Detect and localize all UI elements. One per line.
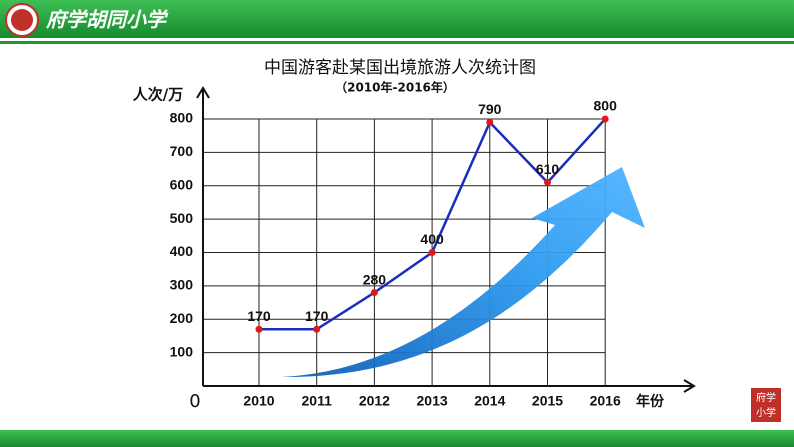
x-tick-label: 2011	[302, 393, 333, 409]
y-tick-label: 600	[170, 176, 194, 192]
header-stripe	[0, 38, 794, 41]
y-tick-label: 400	[170, 243, 194, 259]
school-name: 府学胡同小学	[45, 8, 169, 32]
data-label: 170	[305, 308, 329, 324]
data-label: 800	[594, 98, 618, 114]
logo-inner	[11, 9, 33, 31]
x-tick-label: 2010	[243, 393, 274, 409]
arrow-decoration	[282, 167, 645, 378]
data-label: 790	[478, 101, 502, 117]
data-point	[601, 115, 609, 123]
data-point	[370, 289, 378, 297]
chart-subtitle: （2010年-2016年）	[335, 80, 455, 95]
header-line	[0, 41, 794, 44]
data-point	[313, 325, 321, 333]
x-tick-label: 2014	[474, 393, 505, 409]
x-tick-label: 2015	[532, 393, 563, 409]
chart-title: 中国游客赴某国出境旅游人次统计图	[264, 58, 536, 78]
y-axis-arrow	[196, 86, 210, 99]
y-tick-label: 200	[170, 310, 194, 326]
y-axis-label: 人次/万	[133, 86, 183, 104]
data-point	[486, 118, 494, 126]
data-point	[544, 178, 551, 186]
x-tick-label: 2012	[359, 393, 390, 409]
data-label: 400	[420, 231, 444, 247]
y-tick-label: 100	[170, 343, 194, 359]
y-tick-label: 800	[170, 110, 194, 126]
header-bar	[0, 0, 794, 38]
origin-label: 0	[189, 391, 200, 412]
badge-text: 小学	[756, 406, 776, 419]
x-tick-label: 2013	[417, 393, 448, 409]
data-point	[255, 325, 263, 333]
x-axis-label: 年份	[636, 393, 665, 410]
badge	[751, 388, 781, 422]
data-label: 170	[247, 308, 271, 324]
x-tick-label: 2016	[590, 393, 621, 409]
badge-text: 府学	[756, 391, 776, 404]
y-tick-label: 700	[170, 143, 194, 159]
y-tick-label: 300	[170, 277, 194, 293]
y-tick-label: 500	[170, 210, 194, 226]
footer-bar	[0, 430, 794, 447]
data-label: 280	[363, 271, 387, 287]
data-label: 610	[536, 161, 560, 177]
data-point	[428, 249, 436, 256]
x-axis-arrow	[683, 379, 696, 393]
